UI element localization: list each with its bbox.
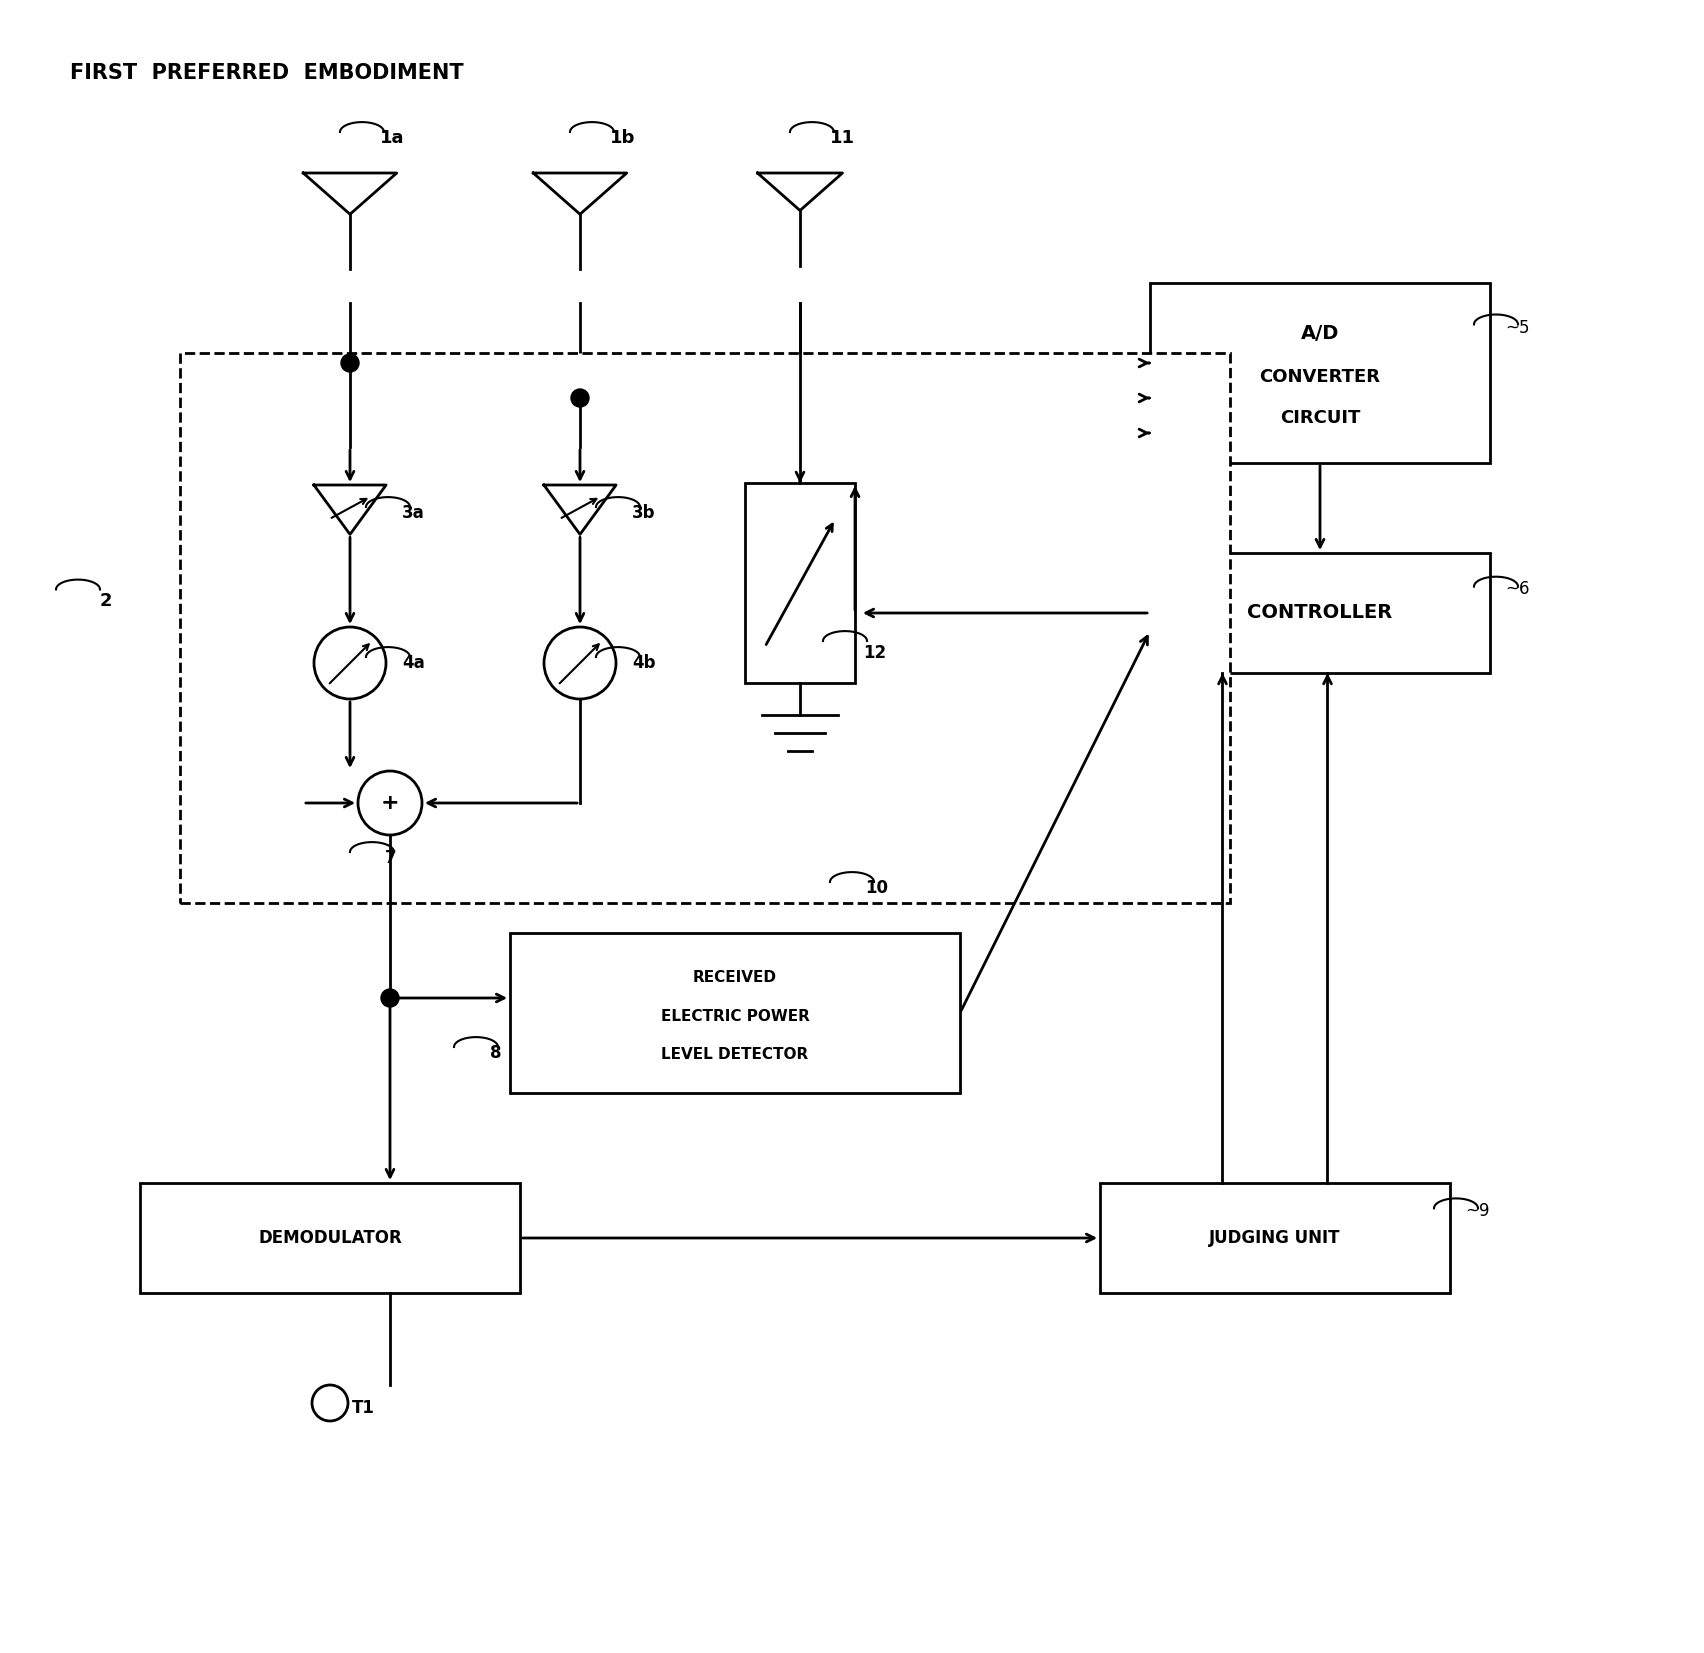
- Text: CONVERTER: CONVERTER: [1259, 367, 1380, 385]
- Text: 1a: 1a: [380, 129, 404, 147]
- Circle shape: [312, 1385, 348, 1422]
- Text: FIRST  PREFERRED  EMBODIMENT: FIRST PREFERRED EMBODIMENT: [70, 63, 463, 83]
- Text: RECEIVED: RECEIVED: [694, 970, 777, 985]
- Bar: [509, 932, 959, 1093]
- Text: JUDGING UNIT: JUDGING UNIT: [1210, 1228, 1341, 1246]
- Text: ~5: ~5: [1505, 319, 1530, 337]
- Circle shape: [314, 626, 387, 699]
- Text: CONTROLLER: CONTROLLER: [1247, 603, 1392, 623]
- Text: ~6: ~6: [1505, 580, 1530, 598]
- Text: CIRCUIT: CIRCUIT: [1280, 408, 1360, 426]
- Text: ELECTRIC POWER: ELECTRIC POWER: [661, 1008, 809, 1023]
- Circle shape: [382, 988, 399, 1007]
- Text: A/D: A/D: [1300, 324, 1339, 342]
- Text: +: +: [380, 793, 399, 813]
- Text: 2: 2: [101, 592, 112, 610]
- Text: 4a: 4a: [402, 655, 424, 673]
- Text: 7: 7: [385, 850, 397, 868]
- Text: 3b: 3b: [632, 504, 656, 522]
- Text: 12: 12: [862, 645, 886, 661]
- Bar: [1150, 554, 1489, 673]
- Text: 4b: 4b: [632, 655, 656, 673]
- Bar: [1101, 1184, 1450, 1293]
- Circle shape: [358, 770, 423, 835]
- Text: 8: 8: [491, 1045, 501, 1061]
- Text: DEMODULATOR: DEMODULATOR: [257, 1228, 402, 1246]
- Circle shape: [341, 354, 360, 372]
- Bar: [181, 354, 1230, 903]
- Text: ~9: ~9: [1465, 1202, 1489, 1220]
- Bar: [745, 483, 855, 683]
- Text: T1: T1: [353, 1398, 375, 1417]
- Text: 11: 11: [830, 129, 855, 147]
- Text: LEVEL DETECTOR: LEVEL DETECTOR: [661, 1046, 809, 1063]
- Text: 3a: 3a: [402, 504, 424, 522]
- Text: 10: 10: [866, 879, 888, 898]
- Circle shape: [571, 388, 590, 407]
- Bar: [140, 1184, 520, 1293]
- Bar: [1150, 283, 1489, 463]
- Circle shape: [544, 626, 617, 699]
- Text: 1b: 1b: [610, 129, 636, 147]
